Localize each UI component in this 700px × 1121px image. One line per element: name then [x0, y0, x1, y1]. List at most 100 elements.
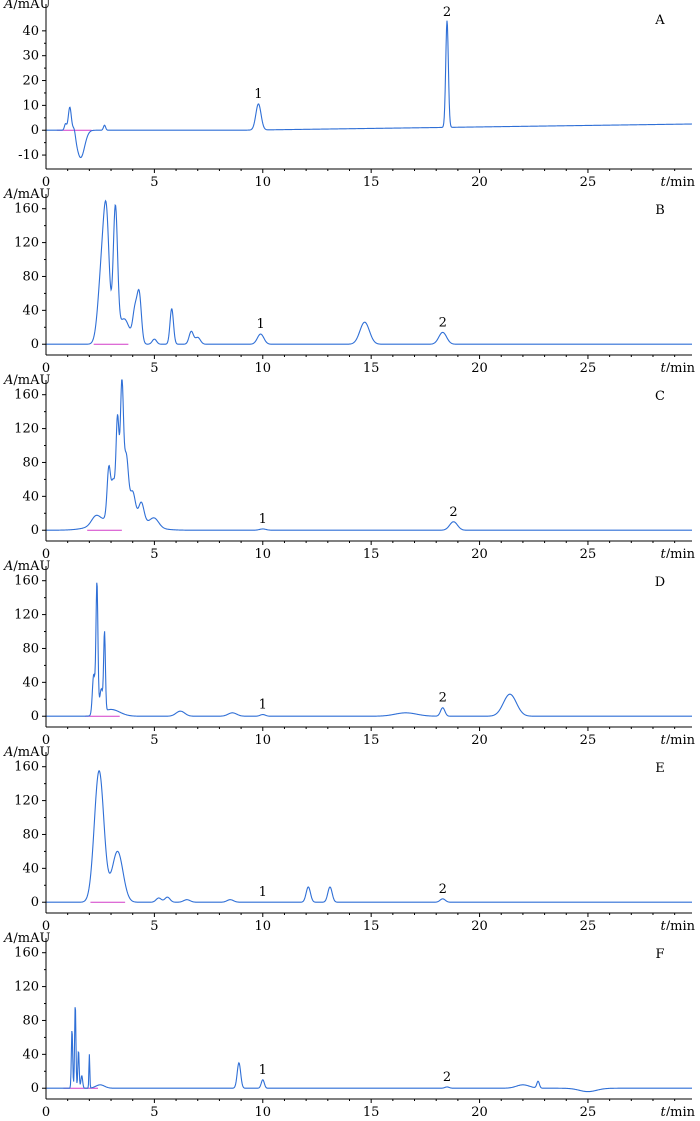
- chromatogram-panel-c: 0 40 80 120 160 5 10 15 20 25 0 t/min C 1 2 A/mAU: [3, 373, 696, 558]
- y-tick-label: 120: [14, 608, 39, 623]
- x-axis-label: t/min: [661, 175, 696, 186]
- chromatogram-panel-a: -10 0 10 20 30 40 5 10 15 20 25 0 t/min A 1 2 A/mAU: [3, 0, 696, 186]
- y-tick-label: 40: [22, 861, 39, 876]
- x-tick-label: 5: [150, 1105, 158, 1116]
- x-tick-label: 20: [471, 919, 488, 930]
- peak-number-label: 2: [449, 505, 457, 520]
- chromatogram-trace: [46, 379, 692, 531]
- chromatogram-trace: [46, 199, 692, 345]
- y-axis-label: A/mAU: [3, 559, 50, 574]
- chromatogram-trace: [46, 769, 692, 903]
- x-tick-label: 20: [471, 547, 488, 558]
- x-tick-label: 0: [42, 361, 50, 372]
- x-tick-label: 15: [363, 361, 380, 372]
- x-tick-label: 25: [580, 919, 597, 930]
- y-tick-label: 120: [14, 980, 39, 995]
- peak-number-label: 1: [259, 1063, 267, 1078]
- x-tick-label: 5: [150, 361, 158, 372]
- y-tick-label: 40: [22, 24, 39, 39]
- y-tick-label: 160: [14, 946, 39, 961]
- y-tick-label: 10: [22, 98, 39, 113]
- y-tick-label: 160: [14, 388, 39, 403]
- peak-number-label: 1: [254, 87, 262, 102]
- x-tick-label: 0: [42, 733, 50, 744]
- chromatogram-trace: [46, 20, 692, 159]
- x-tick-label: 10: [255, 361, 272, 372]
- x-axis-label: t/min: [661, 361, 696, 372]
- chromatogram-panel-e: 0 40 80 120 160 5 10 15 20 25 0 t/min E 1 2 A/mAU: [3, 745, 696, 930]
- y-tick-label: 0: [31, 523, 39, 538]
- x-tick-label: 20: [471, 733, 488, 744]
- y-tick-label: 0: [31, 709, 39, 724]
- y-axis-label: A/mAU: [3, 373, 50, 388]
- x-tick-label: 15: [363, 919, 380, 930]
- panel-label: B: [655, 203, 665, 218]
- x-tick-label: 15: [363, 547, 380, 558]
- x-tick-label: 0: [42, 1105, 50, 1116]
- x-axis-label: t/min: [661, 733, 696, 744]
- x-tick-label: 10: [255, 547, 272, 558]
- x-tick-label: 20: [471, 361, 488, 372]
- x-tick-label: 0: [42, 919, 50, 930]
- y-tick-label: 40: [22, 489, 39, 504]
- x-tick-label: 25: [580, 175, 597, 186]
- y-tick-label: 40: [22, 1047, 39, 1062]
- y-tick-label: 0: [31, 895, 39, 910]
- peak-number-label: 2: [443, 1070, 451, 1085]
- y-tick-label: 120: [14, 422, 39, 437]
- y-tick-label: -10: [18, 148, 39, 163]
- x-tick-label: 10: [255, 175, 272, 186]
- y-tick-label: 30: [22, 49, 39, 64]
- panel-label: E: [655, 761, 665, 776]
- y-tick-label: 0: [31, 123, 39, 138]
- x-tick-label: 25: [580, 361, 597, 372]
- chromatogram-panel-f: 0 40 80 120 160 5 10 15 20 25 0 t/min F 1 2 A/mAU: [3, 931, 696, 1116]
- panel-label: D: [655, 575, 665, 590]
- y-tick-label: 160: [14, 574, 39, 589]
- y-tick-label: 80: [22, 269, 39, 284]
- panel-label: A: [654, 13, 665, 28]
- peak-number-label: 2: [439, 691, 447, 706]
- y-axis-label: A/mAU: [3, 187, 50, 202]
- x-tick-label: 25: [580, 733, 597, 744]
- x-axis-label: t/min: [661, 547, 696, 558]
- x-tick-label: 10: [255, 1105, 272, 1116]
- y-tick-label: 20: [22, 74, 39, 89]
- x-tick-label: 15: [363, 733, 380, 744]
- x-tick-label: 25: [580, 1105, 597, 1116]
- x-tick-label: 10: [255, 733, 272, 744]
- x-tick-label: 0: [42, 175, 50, 186]
- y-tick-label: 80: [22, 455, 39, 470]
- x-tick-label: 5: [150, 733, 158, 744]
- x-axis-label: t/min: [661, 1105, 696, 1116]
- y-tick-label: 40: [22, 303, 39, 318]
- y-axis-label: A/mAU: [3, 931, 50, 946]
- y-tick-label: 80: [22, 827, 39, 842]
- panel-label: F: [655, 947, 664, 962]
- peak-number-label: 2: [439, 882, 447, 897]
- y-axis-label: A/mAU: [3, 0, 50, 12]
- x-tick-label: 5: [150, 547, 158, 558]
- y-axis-label: A/mAU: [3, 745, 50, 760]
- x-tick-label: 10: [255, 919, 272, 930]
- peak-number-label: 2: [443, 5, 451, 20]
- y-tick-label: 80: [22, 641, 39, 656]
- chromatogram-trace: [46, 1007, 692, 1093]
- peak-number-label: 1: [259, 512, 267, 527]
- y-tick-label: 40: [22, 675, 39, 690]
- x-tick-label: 25: [580, 547, 597, 558]
- x-tick-label: 15: [363, 1105, 380, 1116]
- y-tick-label: 0: [31, 337, 39, 352]
- chromatogram-panel-b: 0 40 80 120 160 5 10 15 20 25 0 t/min B 1 2 A/mAU: [3, 187, 696, 372]
- y-tick-label: 120: [14, 794, 39, 809]
- y-tick-label: 160: [14, 202, 39, 217]
- y-tick-label: 0: [31, 1081, 39, 1096]
- x-tick-label: 5: [150, 919, 158, 930]
- x-tick-label: 5: [150, 175, 158, 186]
- peak-number-label: 1: [259, 698, 267, 713]
- peak-number-label: 1: [256, 317, 264, 332]
- chromatogram-panel-d: 0 40 80 120 160 5 10 15 20 25 0 t/min D 1 2 A/mAU: [3, 559, 696, 744]
- x-tick-label: 0: [42, 547, 50, 558]
- y-tick-label: 160: [14, 760, 39, 775]
